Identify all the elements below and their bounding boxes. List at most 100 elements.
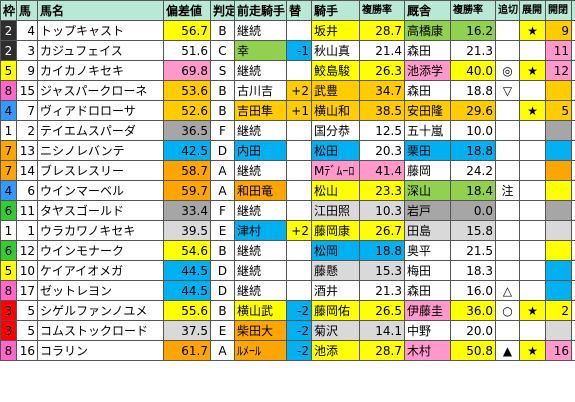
table-row: 1 2 テイエムスパーダ 36.5 F 継続 国分恭 12.5 五十嵐 10.0 xyxy=(0,120,575,141)
stable-rate-cell: 29.6 xyxy=(450,100,496,121)
horse-name-cell: タヤスゴールド xyxy=(37,200,164,221)
jockey-rate-cell: 23.3 xyxy=(359,180,405,201)
tenkai-cell xyxy=(519,40,546,61)
oikiri-cell: ◎ xyxy=(495,60,520,81)
table-row: 1 1 ウラカワノキセキ 39.5 E 津村 +2 藤岡康 26.7 田島 15.8 xyxy=(0,220,575,241)
score-cell: 61.7 xyxy=(163,340,211,361)
waku-cell: 2 xyxy=(0,20,17,41)
oikiri-cell xyxy=(495,320,520,341)
extra-cell: 17 xyxy=(571,340,575,361)
change-cell xyxy=(286,60,312,81)
jockey-cell: 国分恭 xyxy=(311,120,360,141)
kaihei-cell xyxy=(545,120,572,141)
table-row: 2 4 トップキャスト 56.7 B 継続 坂井 28.7 高橋康 16.2 ★ 9 xyxy=(0,20,575,41)
stable-rate-cell: 15.8 xyxy=(450,220,496,241)
grade-cell: S xyxy=(210,60,235,81)
jockey-cell: 江田照 xyxy=(311,200,360,221)
oikiri-cell: ○ xyxy=(495,300,520,321)
waku-cell: 8 xyxy=(0,340,17,361)
stable-cell: 池添学 xyxy=(404,60,451,81)
extra-cell xyxy=(571,320,575,341)
extra-cell xyxy=(571,40,575,61)
change-cell xyxy=(286,260,312,281)
jockey-cell: 松山 xyxy=(311,180,360,201)
stable-rate-cell: 0.0 xyxy=(450,200,496,221)
score-cell: 33.4 xyxy=(163,200,211,221)
header-row: 枠 馬 馬名 偏差値 判定 前走騎手 替 騎手 複勝率 厩舎 複勝率 追切 展開… xyxy=(0,0,575,21)
grade-cell: B xyxy=(210,240,235,261)
table-row: 4 7 ヴィアドロローサ 52.6 B 吉田隼 +1 横山和 38.5 安田隆 29.6 ★ 5 xyxy=(0,100,575,121)
waku-cell: 8 xyxy=(0,80,17,101)
extra-cell xyxy=(571,140,575,161)
jockey-rate-cell: 26.3 xyxy=(359,60,405,81)
stable-cell: 安田隆 xyxy=(404,100,451,121)
stable-rate-cell: 16.0 xyxy=(450,280,496,301)
jockey-rate-cell: 26.5 xyxy=(359,300,405,321)
table-row: 7 13 ニシノレバンテ 42.5 D 内田 松田 20.3 栗田 18.8 xyxy=(0,140,575,161)
stable-cell: 栗田 xyxy=(404,140,451,161)
tenkai-cell xyxy=(519,180,546,201)
jockey-rate-cell: 18.8 xyxy=(359,240,405,261)
oikiri-cell: ▲ xyxy=(495,340,520,361)
tenkai-cell xyxy=(519,260,546,281)
kaihei-cell xyxy=(545,220,572,241)
change-cell xyxy=(286,280,312,301)
stable-rate-cell: 18.4 xyxy=(450,180,496,201)
grade-cell: F xyxy=(210,120,235,141)
jockey-rate-cell: 41.4 xyxy=(359,160,405,181)
horse-number-cell: 14 xyxy=(16,160,38,181)
horse-name-cell: テイエムスパーダ xyxy=(37,120,164,141)
score-cell: 51.6 xyxy=(163,40,211,61)
header-uma: 馬 xyxy=(16,0,38,21)
stable-cell: 五十嵐 xyxy=(404,120,451,141)
score-cell: 39.5 xyxy=(163,220,211,241)
prev-jockey-cell: 内田 xyxy=(234,140,287,161)
horse-number-cell: 6 xyxy=(16,180,38,201)
jockey-rate-cell: 20.3 xyxy=(359,140,405,161)
header-oikiri: 追切 xyxy=(495,0,520,21)
prev-jockey-cell: 古川吉 xyxy=(234,80,287,101)
stable-cell: 田島 xyxy=(404,220,451,241)
table-row: 3 5 シゲルファンノユメ 55.6 B 横山武 -2 藤岡佑 26.5 伊藤圭 36.0 ○ ★ 2 xyxy=(0,300,575,321)
kaihei-cell xyxy=(545,140,572,161)
score-cell: 55.6 xyxy=(163,300,211,321)
header-score: 偏差値 xyxy=(163,0,211,21)
extra-cell xyxy=(571,220,575,241)
horse-name-cell: カジュフェイス xyxy=(37,40,164,61)
horse-number-cell: 9 xyxy=(16,60,38,81)
tenkai-cell xyxy=(519,280,546,301)
jockey-rate-cell: 10.3 xyxy=(359,200,405,221)
oikiri-cell xyxy=(495,100,520,121)
change-cell xyxy=(286,160,312,181)
tenkai-cell xyxy=(519,160,546,181)
extra-cell xyxy=(571,120,575,141)
oikiri-cell xyxy=(495,140,520,161)
kaihei-cell: 2 xyxy=(545,300,572,321)
oikiri-cell: ▽ xyxy=(495,80,520,101)
waku-cell: 2 xyxy=(0,40,17,61)
jockey-cell: 藤懸 xyxy=(311,260,360,281)
grade-cell: D xyxy=(210,260,235,281)
oikiri-cell xyxy=(495,220,520,241)
stable-cell: 森田 xyxy=(404,40,451,61)
score-cell: 44.5 xyxy=(163,260,211,281)
prev-jockey-cell: 継続 xyxy=(234,200,287,221)
score-cell: 59.7 xyxy=(163,180,211,201)
change-cell: -2 xyxy=(286,340,312,361)
stable-cell: 中野 xyxy=(404,320,451,341)
waku-cell: 1 xyxy=(0,220,17,241)
extra-cell xyxy=(571,240,575,261)
tenkai-cell xyxy=(519,240,546,261)
change-cell xyxy=(286,120,312,141)
table-row: 5 10 ケイアイオメガ 44.5 D 継続 藤懸 15.3 梅田 18.3 xyxy=(0,260,575,281)
jockey-rate-cell: 34.7 xyxy=(359,80,405,101)
grade-cell: D xyxy=(210,280,235,301)
jockey-cell: 酒井 xyxy=(311,280,360,301)
stable-rate-cell: 24.2 xyxy=(450,160,496,181)
change-cell xyxy=(286,20,312,41)
horse-number-cell: 3 xyxy=(16,40,38,61)
stable-rate-cell: 21.3 xyxy=(450,40,496,61)
score-cell: 58.7 xyxy=(163,160,211,181)
score-cell: 42.5 xyxy=(163,140,211,161)
horse-name-cell: ウインマーベル xyxy=(37,180,164,201)
